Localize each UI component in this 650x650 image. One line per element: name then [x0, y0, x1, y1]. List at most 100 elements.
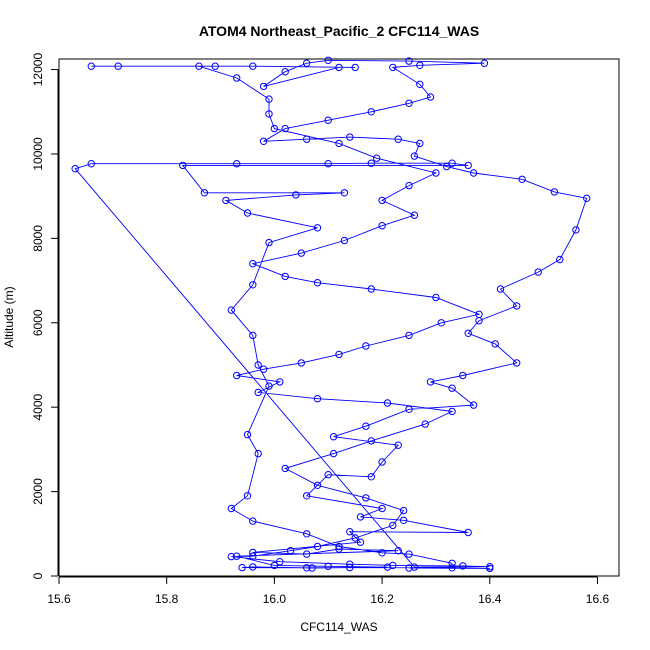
data-point	[259, 365, 268, 373]
data-point	[265, 382, 273, 390]
data-point	[243, 430, 252, 439]
plot-frame	[58, 58, 620, 577]
chart-title: ATOM4 Northeast_Pacific_2 CFC114_WAS	[199, 23, 479, 39]
data-point	[405, 181, 413, 190]
data-point	[87, 62, 96, 70]
data-point	[324, 160, 332, 168]
data-point	[426, 378, 435, 386]
y-tick-label: 12000	[31, 53, 45, 87]
data-point	[249, 563, 257, 571]
data-point	[335, 63, 343, 72]
y-tick-label: 6000	[31, 309, 45, 336]
data-point	[443, 162, 451, 171]
data-point	[351, 534, 359, 542]
data-point	[313, 542, 322, 551]
series-line	[74, 59, 588, 569]
data-point	[292, 191, 300, 199]
data-point	[313, 224, 322, 232]
data-point	[399, 506, 408, 515]
data-point	[211, 62, 219, 70]
data-point	[227, 504, 236, 513]
data-point	[324, 471, 332, 479]
data-point	[233, 160, 241, 168]
data-point	[448, 559, 456, 567]
data-point	[448, 407, 456, 416]
data-point	[410, 211, 419, 219]
data-point	[464, 161, 472, 170]
data-point	[448, 384, 456, 392]
data-point	[329, 449, 338, 458]
x-tick-label: 16.4	[478, 592, 502, 606]
data-point	[405, 564, 413, 572]
data-point	[459, 562, 467, 570]
y-tick-label: 8000	[31, 225, 45, 252]
data-point	[200, 189, 209, 197]
data-point	[249, 281, 257, 289]
x-tick-label: 16.6	[586, 592, 610, 606]
data-point	[281, 272, 289, 281]
data-point	[399, 516, 408, 524]
data-point	[534, 268, 542, 276]
x-tick-label: 16.2	[370, 592, 394, 606]
series-layer	[71, 56, 591, 573]
data-point	[254, 449, 262, 458]
data-point	[394, 441, 402, 449]
data-point	[249, 552, 257, 560]
data-point	[233, 74, 241, 82]
data-point	[259, 137, 268, 146]
data-point	[281, 68, 289, 76]
data-point	[265, 95, 273, 103]
data-point	[249, 548, 257, 557]
data-point	[346, 133, 354, 141]
data-point	[249, 331, 257, 340]
x-axis-label: CFC114_WAS	[300, 620, 377, 634]
x-axis: 15.6 15.8 16.0 16.2 16.4 16.6	[47, 576, 610, 606]
data-point	[367, 159, 375, 167]
y-axis-label: Altitude (m)	[2, 286, 16, 347]
data-point	[324, 56, 332, 64]
data-point	[394, 547, 402, 555]
data-point	[486, 563, 494, 571]
data-point	[335, 542, 343, 551]
data-point	[491, 340, 499, 348]
data-point	[572, 226, 580, 234]
data-point	[378, 222, 386, 230]
data-point	[405, 331, 413, 340]
data-point	[276, 378, 284, 386]
data-point	[227, 552, 236, 561]
data-point	[324, 116, 332, 124]
data-point	[356, 513, 365, 521]
data-point	[367, 285, 375, 293]
data-point	[475, 310, 483, 318]
data-point	[324, 562, 332, 570]
data-point	[389, 63, 397, 72]
data-point	[313, 395, 322, 403]
data-point	[249, 260, 257, 268]
data-point	[405, 57, 413, 65]
data-point	[448, 564, 456, 572]
data-point	[303, 135, 311, 143]
data-point	[356, 538, 365, 546]
data-point	[297, 359, 305, 367]
x-tick-label: 16.0	[263, 592, 287, 606]
data-point	[313, 481, 322, 489]
data-point	[254, 388, 262, 397]
data-point	[243, 492, 252, 500]
data-point	[469, 401, 478, 409]
data-point	[426, 93, 435, 101]
data-point	[233, 552, 241, 560]
data-point	[459, 371, 467, 380]
y-tick-label: 4000	[31, 394, 45, 421]
data-point	[303, 530, 311, 538]
data-point	[249, 62, 257, 70]
data-point	[114, 62, 122, 70]
data-point	[389, 521, 397, 530]
data-point	[195, 62, 203, 70]
data-point	[550, 188, 559, 196]
data-point	[373, 154, 381, 162]
data-point	[496, 285, 505, 293]
data-point	[308, 564, 316, 572]
data-point	[421, 420, 429, 428]
data-point	[378, 549, 386, 557]
